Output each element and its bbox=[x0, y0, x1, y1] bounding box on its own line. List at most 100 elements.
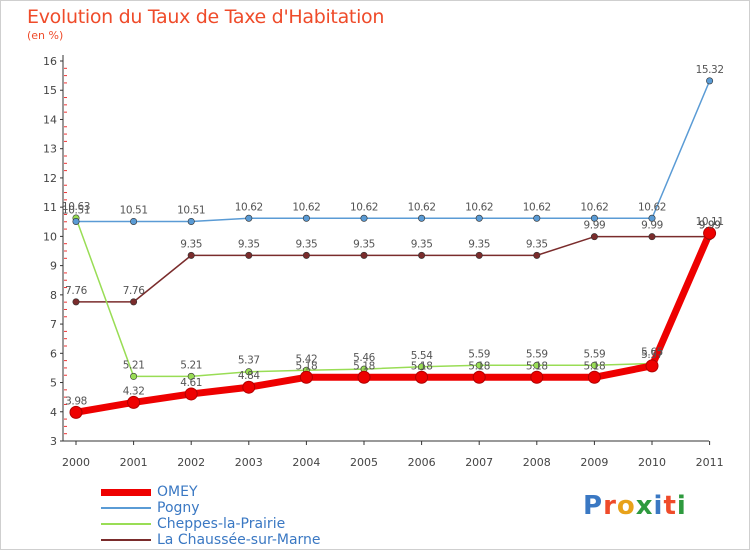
data-label-0-1: 4.32 bbox=[123, 385, 145, 397]
data-point-2-2 bbox=[187, 372, 195, 380]
data-point-3-9 bbox=[590, 233, 598, 241]
data-labels: 7.76 7.76 9.35 9.35 9.35 9.35 9.35 9.35 9.35 9.99… bbox=[62, 64, 724, 407]
data-label-3-5: 9.35 bbox=[353, 238, 375, 250]
logo-letter: t bbox=[663, 491, 677, 521]
data-point-3-1 bbox=[130, 298, 138, 306]
data-point-3-8 bbox=[533, 251, 541, 259]
data-point-2-3 bbox=[245, 368, 253, 376]
y-tick-label: 14 bbox=[43, 113, 57, 126]
data-label-2-1: 5.21 bbox=[123, 359, 145, 371]
data-label-3-4: 9.35 bbox=[296, 238, 318, 250]
data-point-1-5 bbox=[360, 214, 368, 222]
data-label-0-0: 3.98 bbox=[65, 395, 87, 407]
data-point-1-3 bbox=[245, 214, 253, 222]
data-label-2-3: 5.37 bbox=[238, 355, 260, 367]
data-point-2-6 bbox=[418, 363, 426, 371]
data-point-3-7 bbox=[475, 251, 483, 259]
data-label-1-9: 10.62 bbox=[580, 201, 608, 213]
data-label-1-4: 10.62 bbox=[292, 201, 320, 213]
data-label-1-10: 10.62 bbox=[638, 201, 666, 213]
data-label-3-7: 9.35 bbox=[468, 238, 490, 250]
data-point-3-5 bbox=[360, 251, 368, 259]
data-label-2-10: 5.65 bbox=[641, 347, 663, 359]
data-point-0-0 bbox=[69, 405, 83, 419]
data-label-0-5: 5.18 bbox=[353, 360, 375, 372]
data-label-2-6: 5.54 bbox=[411, 350, 433, 362]
data-point-0-7 bbox=[472, 370, 486, 384]
data-point-3-3 bbox=[245, 251, 253, 259]
y-tick-label: 7 bbox=[50, 318, 57, 331]
y-tick-label: 16 bbox=[43, 55, 57, 68]
logo-letter: P bbox=[583, 491, 604, 521]
data-label-0-9: 5.18 bbox=[584, 360, 606, 372]
data-label-0-8: 5.18 bbox=[526, 360, 548, 372]
x-tick-label: 2000 bbox=[62, 456, 90, 469]
data-label-1-8: 10.62 bbox=[523, 201, 551, 213]
x-tick-label: 2008 bbox=[523, 456, 551, 469]
legend-swatch bbox=[101, 507, 151, 509]
legend-item: La Chaussée-sur-Marne bbox=[101, 532, 321, 548]
data-label-3-8: 9.35 bbox=[526, 238, 548, 250]
legend-swatch bbox=[101, 523, 151, 525]
data-label-0-6: 5.18 bbox=[411, 360, 433, 372]
x-tick-label: 2006 bbox=[408, 456, 436, 469]
x-tick-label: 2011 bbox=[696, 456, 724, 469]
series-lines bbox=[72, 80, 714, 416]
data-point-2-1 bbox=[130, 372, 138, 380]
y-tick-label: 6 bbox=[50, 347, 57, 360]
data-point-0-3 bbox=[242, 380, 256, 394]
data-label-1-6: 10.62 bbox=[408, 201, 436, 213]
data-point-2-7 bbox=[475, 361, 483, 369]
legend: OMEY Pogny Cheppes-la-Prairie La Chaussée-s… bbox=[101, 484, 321, 548]
x-tick-label: 2001 bbox=[120, 456, 148, 469]
y-tick-label: 12 bbox=[43, 172, 57, 185]
legend-item: Cheppes-la-Prairie bbox=[101, 516, 321, 532]
x-tick-label: 2010 bbox=[638, 456, 666, 469]
x-tick-label: 2009 bbox=[580, 456, 608, 469]
data-label-1-11: 15.32 bbox=[696, 64, 724, 76]
x-tick-label: 2004 bbox=[292, 456, 320, 469]
chart-subtitle: (en %) bbox=[27, 29, 64, 42]
data-point-3-0 bbox=[72, 298, 80, 306]
data-point-1-4 bbox=[302, 214, 310, 222]
series-line-0 bbox=[72, 229, 714, 416]
legend-swatch bbox=[101, 539, 151, 541]
data-point-0-8 bbox=[530, 370, 544, 384]
data-label-3-2: 9.35 bbox=[180, 238, 202, 250]
legend-label: Pogny bbox=[157, 500, 200, 516]
data-label-3-10: 9.99 bbox=[641, 220, 663, 232]
data-point-1-2 bbox=[187, 217, 195, 225]
data-point-3-6 bbox=[418, 251, 426, 259]
data-label-3-11: 9.99 bbox=[699, 220, 721, 232]
data-label-2-0: 10.63 bbox=[62, 201, 90, 213]
series-points bbox=[69, 77, 717, 419]
data-point-1-0 bbox=[72, 217, 80, 225]
data-label-1-3: 10.62 bbox=[235, 201, 263, 213]
data-label-0-10: 5.57 bbox=[641, 349, 663, 361]
data-label-2-2: 5.21 bbox=[180, 359, 202, 371]
x-tick-label: 2002 bbox=[177, 456, 205, 469]
data-point-0-4 bbox=[299, 370, 313, 384]
data-label-2-11: 9.99 bbox=[699, 220, 721, 232]
legend-item: OMEY bbox=[101, 484, 321, 500]
data-label-0-2: 4.61 bbox=[180, 377, 202, 389]
chart-title: Evolution du Taux de Taxe d'Habitation bbox=[27, 6, 385, 28]
data-label-1-0: 10.51 bbox=[62, 204, 90, 216]
data-label-2-7: 5.59 bbox=[468, 348, 490, 360]
x-tick-label: 2007 bbox=[465, 456, 493, 469]
data-label-2-8: 5.59 bbox=[526, 348, 548, 360]
data-label-0-3: 4.84 bbox=[238, 370, 260, 382]
data-point-0-1 bbox=[127, 395, 141, 409]
data-label-0-4: 5.18 bbox=[296, 360, 318, 372]
x-tick-label: 2003 bbox=[235, 456, 263, 469]
data-point-2-9 bbox=[590, 361, 598, 369]
logo-letter: i bbox=[676, 491, 687, 521]
y-tick-label: 9 bbox=[50, 260, 57, 273]
data-point-3-4 bbox=[302, 251, 310, 259]
data-label-0-11: 10.11 bbox=[696, 216, 724, 228]
legend-item: Pogny bbox=[101, 500, 321, 516]
data-label-3-9: 9.99 bbox=[584, 220, 606, 232]
data-point-3-10 bbox=[648, 233, 656, 241]
data-label-3-1: 7.76 bbox=[123, 285, 145, 297]
